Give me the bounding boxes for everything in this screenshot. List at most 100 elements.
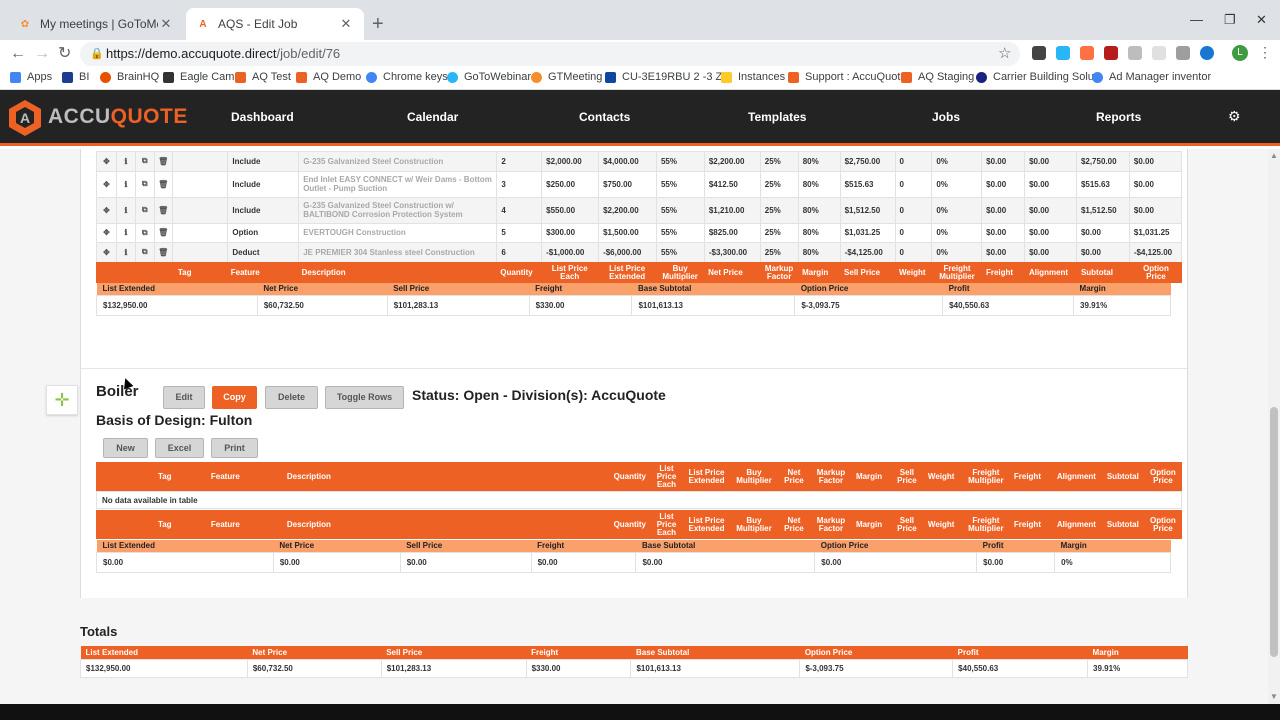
nav-jobs[interactable]: Jobs xyxy=(932,110,961,124)
move-icon[interactable]: ✥ xyxy=(96,242,117,263)
bookmark-carrier[interactable]: Carrier Building Solu xyxy=(976,71,1094,83)
extension-icon[interactable] xyxy=(1200,46,1214,60)
bookmark-aq-staging[interactable]: AQ Staging xyxy=(901,71,974,83)
col-tag[interactable]: Tag xyxy=(173,262,227,283)
tab-aqs-edit-job[interactable]: A AQS - Edit Job ✕ xyxy=(186,8,364,40)
table-row[interactable]: ✥ ℹ ⧉ 🗑 Include G-235 Galvanized Steel Constr… xyxy=(96,151,1183,172)
window-close-icon[interactable]: ✕ xyxy=(1256,12,1267,27)
move-icon[interactable]: ✥ xyxy=(96,170,117,198)
col-list-ext[interactable]: List Price Extended xyxy=(683,510,730,539)
col-buy-mult[interactable]: Buy Multiplier xyxy=(729,510,778,539)
accuquote-logo[interactable]: A ACCUQUOTE xyxy=(6,98,188,136)
maximize-icon[interactable]: ❐ xyxy=(1224,12,1236,27)
extension-icon[interactable] xyxy=(1152,46,1166,60)
col-sell[interactable]: Sell Price xyxy=(889,510,924,539)
bookmark-aq-test[interactable]: AQ Test xyxy=(235,71,291,83)
reload-icon[interactable]: ↻ xyxy=(58,45,72,62)
col-freight-mult[interactable]: Freight Multiplier xyxy=(961,510,1010,539)
trash-icon[interactable]: 🗑 xyxy=(153,196,173,224)
nav-reports[interactable]: Reports xyxy=(1096,110,1142,124)
col-list-each[interactable]: List Price Each xyxy=(650,462,683,491)
col-markup[interactable]: Markup Factor xyxy=(809,510,852,539)
col-alignment[interactable]: Alignment xyxy=(1024,262,1077,283)
edit-button[interactable]: Edit xyxy=(163,386,205,409)
bookmark-bi[interactable]: BI xyxy=(62,71,89,83)
col-freight-mult[interactable]: Freight Multiplier xyxy=(932,262,982,283)
col-list-each[interactable]: List Price Each xyxy=(650,510,683,539)
print-button[interactable]: Print xyxy=(211,438,258,458)
bookmark-instances[interactable]: Instances xyxy=(721,71,785,83)
table-row[interactable]: ✥ ℹ ⧉ 🗑 Include G-235 Galvanized Steel Constr… xyxy=(96,196,1183,224)
back-icon[interactable]: ← xyxy=(10,45,26,62)
close-icon[interactable]: ✕ xyxy=(160,16,172,31)
close-icon[interactable]: ✕ xyxy=(340,16,352,31)
trash-icon[interactable]: 🗑 xyxy=(153,170,173,198)
bookmark-brainhq[interactable]: BrainHQ xyxy=(100,71,159,83)
col-tag[interactable]: Tag xyxy=(153,510,207,539)
trash-icon[interactable]: 🗑 xyxy=(153,222,173,243)
col-margin[interactable]: Margin xyxy=(798,262,841,283)
info-icon[interactable]: ℹ xyxy=(115,170,136,198)
col-weight[interactable]: Weight xyxy=(923,510,962,539)
info-icon[interactable]: ℹ xyxy=(115,151,136,172)
extension-icon[interactable] xyxy=(1056,46,1070,60)
copy-icon[interactable]: ⧉ xyxy=(134,170,155,198)
bookmark-aq-demo[interactable]: AQ Demo xyxy=(296,71,361,83)
new-button[interactable]: New xyxy=(103,438,148,458)
copy-icon[interactable]: ⧉ xyxy=(134,222,155,243)
col-markup[interactable]: Markup Factor xyxy=(809,462,852,491)
copy-icon[interactable]: ⧉ xyxy=(134,196,155,224)
extension-icon[interactable] xyxy=(1128,46,1142,60)
trash-icon[interactable]: 🗑 xyxy=(153,242,173,263)
trash-icon[interactable]: 🗑 xyxy=(153,151,173,172)
bookmark-gtmeeting[interactable]: GTMeeting xyxy=(531,71,602,83)
col-weight[interactable]: Weight xyxy=(923,462,962,491)
minimize-icon[interactable]: — xyxy=(1190,12,1203,27)
col-subtotal[interactable]: Subtotal xyxy=(1076,262,1130,283)
bookmark-star-icon[interactable]: ☆ xyxy=(998,45,1012,62)
col-net[interactable]: Net Price xyxy=(777,462,810,491)
col-net[interactable]: Net Price xyxy=(704,262,761,283)
extension-icon[interactable] xyxy=(1080,46,1094,60)
col-freight[interactable]: Freight xyxy=(1009,510,1053,539)
extension-icon[interactable] xyxy=(1104,46,1118,60)
col-description[interactable]: Description xyxy=(282,510,610,539)
col-buy-mult[interactable]: Buy Multiplier xyxy=(656,262,705,283)
col-subtotal[interactable]: Subtotal xyxy=(1102,510,1144,539)
extension-icon[interactable] xyxy=(1176,46,1190,60)
col-list-each[interactable]: List Price Each xyxy=(541,262,599,283)
copy-button[interactable]: Copy xyxy=(212,386,257,409)
move-icon[interactable]: ✥ xyxy=(96,151,117,172)
info-icon[interactable]: ℹ xyxy=(115,242,136,263)
copy-icon[interactable]: ⧉ xyxy=(134,151,155,172)
bookmark-chrome-keys[interactable]: Chrome keys xyxy=(366,71,448,83)
col-list-ext[interactable]: List Price Extended xyxy=(598,262,657,283)
tab-gotomeeting[interactable]: ✿ My meetings | GoToMeeting ✕ xyxy=(8,8,184,40)
table-row[interactable]: ✥ ℹ ⧉ 🗑 Include End Inlet EASY CONNECT w/ Wei… xyxy=(96,170,1183,198)
bookmark-gotowebinar[interactable]: GoToWebinar xyxy=(447,71,531,83)
bookmark-ad-manager[interactable]: Ad Manager inventor xyxy=(1092,71,1211,83)
forward-icon[interactable]: → xyxy=(34,45,50,62)
excel-button[interactable]: Excel xyxy=(155,438,204,458)
move-icon[interactable]: ✥ xyxy=(96,196,117,224)
col-freight-mult[interactable]: Freight Multiplier xyxy=(961,462,1010,491)
page-scrollbar[interactable]: ▲ ▼ xyxy=(1268,149,1280,704)
col-markup[interactable]: Markup Factor xyxy=(760,262,799,283)
info-icon[interactable]: ℹ xyxy=(115,222,136,243)
bookmark-apps[interactable]: Apps xyxy=(10,71,52,83)
extension-icon[interactable] xyxy=(1032,46,1046,60)
col-feature[interactable]: Feature xyxy=(226,262,298,283)
nav-dashboard[interactable]: Dashboard xyxy=(231,110,294,124)
gear-icon[interactable]: ⚙ xyxy=(1228,108,1241,124)
col-margin[interactable]: Margin xyxy=(851,462,890,491)
col-subtotal[interactable]: Subtotal xyxy=(1102,462,1144,491)
col-description[interactable]: Description xyxy=(297,262,497,283)
new-tab-icon[interactable]: + xyxy=(372,13,384,35)
col-quantity[interactable]: Quantity xyxy=(496,262,542,283)
col-list-ext[interactable]: List Price Extended xyxy=(683,462,730,491)
url-input[interactable]: 🔒 https://demo.accuquote.direct/job/edit… xyxy=(80,42,1020,66)
bookmark-cu[interactable]: CU-3E19RBU 2 -3 Zo xyxy=(605,71,728,83)
bookmark-support[interactable]: Support : AccuQuote xyxy=(788,71,907,83)
col-quantity[interactable]: Quantity xyxy=(609,510,651,539)
scroll-up-icon[interactable]: ▲ xyxy=(1270,151,1278,160)
